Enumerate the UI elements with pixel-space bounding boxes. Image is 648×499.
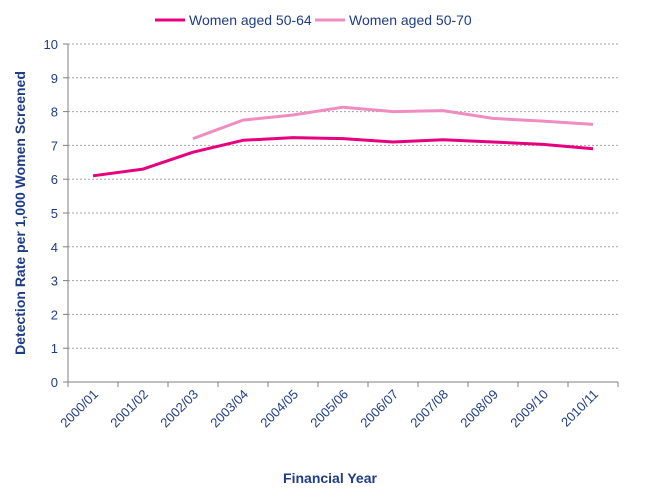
y-tick-label: 7 xyxy=(51,138,58,153)
x-tick-label: 2005/06 xyxy=(307,387,351,431)
series-line-1 xyxy=(92,136,594,178)
x-axis-title: Financial Year xyxy=(283,470,377,486)
series-lines xyxy=(92,105,594,178)
y-tick-label: 9 xyxy=(51,71,58,86)
x-tick-label: 2000/01 xyxy=(57,387,101,431)
x-tick-label: 2009/10 xyxy=(507,387,551,431)
x-tick-label: 2007/08 xyxy=(407,387,451,431)
x-tick-label: 2008/09 xyxy=(457,387,501,431)
y-tick-label: 0 xyxy=(51,375,58,390)
y-tick-labels: 0 1 2 3 4 5 6 7 8 9 10 xyxy=(44,37,58,390)
legend: Women aged 50-64 Women aged 50-70 xyxy=(155,12,472,28)
x-tick-label: 2006/07 xyxy=(357,387,401,431)
legend-label-1: Women aged 50-64 xyxy=(189,12,312,28)
y-tick-label: 4 xyxy=(51,240,58,255)
x-tick-label: 2003/04 xyxy=(207,387,251,431)
gridlines xyxy=(63,43,619,387)
y-tick-label: 1 xyxy=(51,341,58,356)
y-tick-label: 5 xyxy=(51,206,58,221)
series-line-2 xyxy=(192,105,594,141)
y-tick-label: 2 xyxy=(51,307,58,322)
y-tick-label: 6 xyxy=(51,172,58,187)
x-tick-label: 2004/05 xyxy=(257,387,301,431)
x-tick-label: 2002/03 xyxy=(157,387,201,431)
axes xyxy=(67,44,618,383)
x-tick-labels: 2000/01 2001/02 2002/03 2003/04 2004/05 2005/… xyxy=(57,387,601,431)
y-axis-title: Detection Rate per 1,000 Women Screened xyxy=(12,71,28,355)
x-tick-label: 2001/02 xyxy=(107,387,151,431)
y-tick-label: 3 xyxy=(51,274,58,289)
x-tick-label: 2010/11 xyxy=(558,387,601,430)
legend-label-2: Women aged 50-70 xyxy=(349,12,472,28)
y-tick-label: 8 xyxy=(51,105,58,120)
y-tick-label: 10 xyxy=(44,37,58,52)
